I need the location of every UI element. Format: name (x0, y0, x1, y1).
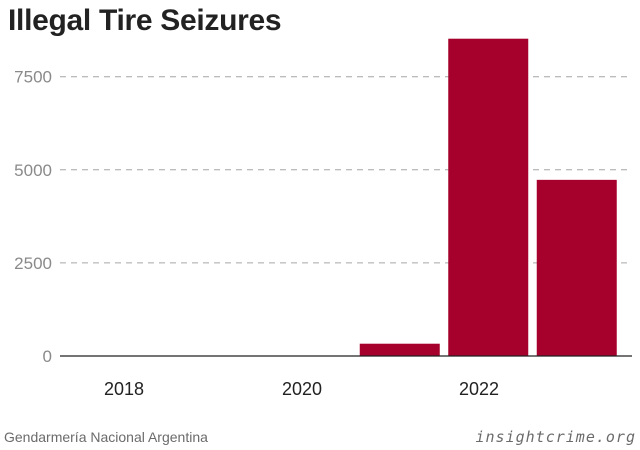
source-note: Gendarmería Nacional Argentina (4, 429, 208, 445)
bars (359, 38, 617, 356)
y-tick-label: 0 (43, 347, 52, 366)
bar-2023 (536, 179, 617, 356)
chart-title: Illegal Tire Seizures (8, 4, 282, 37)
x-tick-label: 2022 (459, 379, 499, 399)
x-tick-label: 2018 (104, 379, 144, 399)
y-tick-label: 7500 (14, 68, 52, 87)
y-tick-labels: 0 2500 5000 7500 (14, 68, 52, 366)
x-tick-labels: 2018 2020 2022 (104, 379, 499, 399)
gridlines (60, 76, 632, 264)
x-tick-label: 2020 (282, 379, 322, 399)
credit-logo-text: insightcrime.org (475, 428, 636, 446)
y-tick-label: 5000 (14, 161, 52, 180)
y-tick-label: 2500 (14, 254, 52, 273)
bar-2021 (359, 343, 440, 356)
bar-2022 (448, 38, 529, 356)
